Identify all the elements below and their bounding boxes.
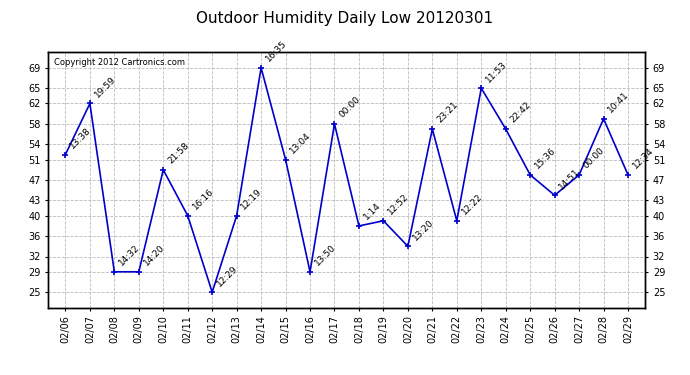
Text: 13:50: 13:50 — [313, 243, 337, 268]
Text: 14:32: 14:32 — [117, 243, 141, 268]
Text: 23:21: 23:21 — [435, 100, 460, 125]
Text: 12:29: 12:29 — [215, 264, 239, 288]
Text: 00:00: 00:00 — [582, 146, 607, 171]
Text: 10:41: 10:41 — [607, 90, 631, 115]
Text: Copyright 2012 Cartronics.com: Copyright 2012 Cartronics.com — [55, 58, 186, 67]
Text: 12:34: 12:34 — [631, 146, 655, 171]
Text: 19:59: 19:59 — [92, 75, 117, 99]
Text: 15:36: 15:36 — [533, 146, 558, 171]
Text: 14:20: 14:20 — [141, 243, 166, 268]
Text: 13:04: 13:04 — [288, 131, 313, 155]
Text: 16:35: 16:35 — [264, 39, 288, 64]
Text: 11:53: 11:53 — [484, 59, 509, 84]
Text: 22:42: 22:42 — [509, 100, 533, 125]
Text: 12:52: 12:52 — [386, 192, 411, 217]
Text: 13:38: 13:38 — [68, 126, 93, 150]
Text: 00:00: 00:00 — [337, 95, 362, 120]
Text: Outdoor Humidity Daily Low 20120301: Outdoor Humidity Daily Low 20120301 — [197, 11, 493, 26]
Text: 16:16: 16:16 — [190, 187, 215, 211]
Text: 12:19: 12:19 — [239, 187, 264, 211]
Text: 12:22: 12:22 — [460, 192, 484, 217]
Text: 21:58: 21:58 — [166, 141, 190, 166]
Text: 1:14: 1:14 — [362, 201, 382, 222]
Text: 14:51: 14:51 — [558, 166, 582, 191]
Text: 13:20: 13:20 — [411, 217, 435, 242]
